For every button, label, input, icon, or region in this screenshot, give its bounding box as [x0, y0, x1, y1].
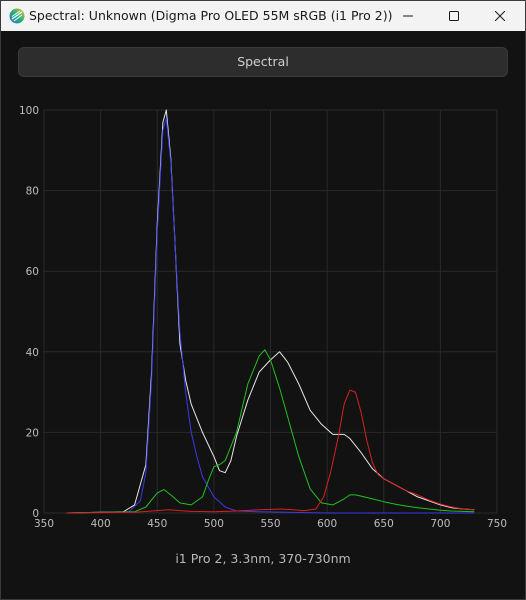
spectral-chart: 350 400 450 500 550 600 650 700 750 0 20 40 60 80 100	[19, 105, 507, 530]
close-button[interactable]	[477, 1, 523, 31]
y-tick-label: 40	[26, 347, 39, 359]
y-tick-label: 80	[26, 186, 39, 198]
instrument-caption: i1 Pro 2, 3.3nm, 370-730nm	[175, 551, 351, 566]
window-title: Spectral: Unknown (Digma Pro OLED 55M sR…	[29, 8, 393, 23]
y-tick-label: 0	[32, 508, 39, 520]
maximize-icon	[449, 11, 459, 21]
title-bar[interactable]: Spectral: Unknown (Digma Pro OLED 55M sR…	[1, 1, 525, 31]
app-logo-icon	[9, 8, 25, 24]
x-tick-label: 700	[430, 518, 450, 530]
minimize-icon	[403, 15, 413, 17]
close-icon	[495, 11, 505, 21]
series-line-3	[66, 389, 475, 514]
y-tick-label: 100	[19, 105, 39, 117]
y-tick-label: 20	[26, 427, 39, 439]
x-tick-label: 350	[34, 518, 54, 530]
x-tick-label: 600	[317, 518, 337, 530]
y-tick-label: 60	[26, 266, 39, 278]
maximize-button[interactable]	[431, 1, 477, 31]
x-tick-label: 450	[147, 518, 167, 530]
minimize-button[interactable]	[385, 1, 431, 31]
series-line-1	[66, 117, 475, 514]
x-tick-label: 500	[204, 518, 224, 530]
spectral-button[interactable]: Spectral	[18, 47, 508, 77]
x-tick-label: 750	[487, 518, 507, 530]
x-tick-label: 550	[260, 518, 280, 530]
x-tick-label: 650	[374, 518, 394, 530]
x-tick-label: 400	[91, 518, 111, 530]
main-content: Spectral 350 400 450 500 550 600 650 700 750 0 20 4…	[1, 31, 525, 599]
series-line-2	[66, 349, 475, 514]
